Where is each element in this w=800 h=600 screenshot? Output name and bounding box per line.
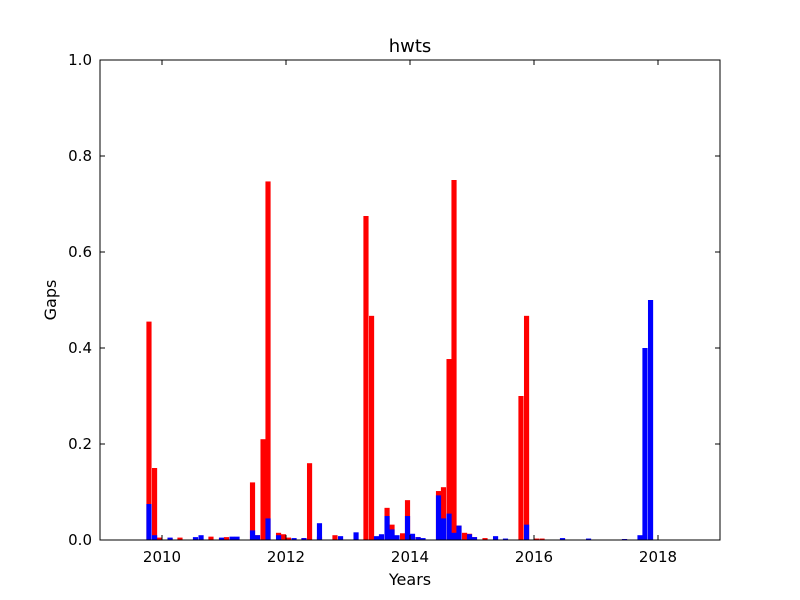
y-tick-label: 0.0	[68, 531, 92, 549]
bar-series-1	[254, 535, 261, 540]
bar-series-1	[471, 537, 478, 540]
y-tick-label: 1.0	[68, 51, 92, 69]
y-tick-label: 0.8	[68, 147, 92, 165]
bar-series-0	[440, 487, 447, 540]
bar-series-0	[223, 537, 230, 540]
bar-series-1	[378, 534, 385, 540]
bar-series-0	[399, 533, 406, 540]
bar-series-0	[539, 538, 545, 540]
bar-series-0	[260, 439, 266, 540]
bar-series-0	[151, 468, 158, 540]
bar-series-1	[265, 518, 271, 540]
bar-series-1	[585, 538, 592, 540]
bar-series-1	[642, 348, 648, 540]
x-tick-label: 2016	[515, 548, 553, 566]
bar-series-0	[523, 315, 530, 540]
bar-series-1	[275, 535, 282, 540]
bar-series-1	[249, 530, 256, 540]
bar-series-0	[280, 534, 287, 540]
bar-series-0	[156, 537, 163, 540]
bar-series-0	[249, 482, 256, 540]
y-tick-label: 0.2	[68, 435, 92, 453]
bar-series-1	[301, 538, 307, 540]
bar-series-1	[151, 535, 158, 540]
bar-series-1	[440, 518, 447, 540]
bar-series-1	[420, 538, 426, 540]
bar-series-1	[637, 535, 643, 540]
bar-series-1	[451, 532, 457, 540]
bar-series-1	[229, 536, 235, 540]
bar-series-1	[198, 535, 204, 540]
bar-series-1	[492, 536, 499, 540]
bar-series-0	[451, 180, 457, 540]
bar-series-1	[337, 536, 344, 540]
bar-series-1	[192, 537, 199, 540]
bar-series-0	[285, 537, 292, 540]
bar-series-1	[234, 536, 240, 540]
chart-title: hwts	[389, 36, 432, 57]
bar-series-1	[291, 538, 297, 540]
bar-series-1	[353, 532, 359, 540]
bar-series-0	[533, 538, 540, 540]
bar-series-1	[394, 535, 400, 540]
bar-series-1	[316, 523, 323, 540]
ticks-layer: 2010 2012 2014 2016 2018 0.0 0.2 0.4 0.6 0.8 1.0	[68, 51, 720, 566]
bar-series-1	[218, 537, 225, 540]
bar-series-1	[409, 533, 416, 540]
bar-series-1	[446, 513, 452, 540]
bar-series-0	[332, 535, 338, 540]
bar-series-0	[446, 359, 452, 540]
bar-series-0	[461, 532, 468, 540]
bar-series-0	[306, 463, 313, 540]
bar-series-1	[523, 524, 530, 540]
bars-layer	[146, 180, 654, 540]
bar-series-1	[384, 516, 390, 540]
bar-series-0	[368, 315, 375, 540]
y-tick-label: 0.4	[68, 339, 92, 357]
bar-series-1	[404, 516, 411, 540]
bar-series-1	[146, 504, 152, 540]
bar-series-0	[482, 538, 488, 540]
x-tick-label: 2010	[143, 548, 181, 566]
y-axis-label: Gaps	[41, 280, 60, 321]
bar-series-0	[146, 321, 152, 540]
bar-series-0	[208, 536, 214, 540]
bar-series-1	[373, 536, 380, 540]
bar-series-1	[456, 525, 462, 540]
x-axis-label: Years	[388, 570, 431, 589]
y-tick-label: 0.6	[68, 243, 92, 261]
bar-series-1	[502, 538, 509, 540]
bar-series-1	[559, 538, 566, 540]
x-tick-label: 2014	[391, 548, 429, 566]
bar-series-0	[518, 396, 524, 540]
bar-series-1	[435, 495, 442, 540]
bar-series-0	[265, 181, 271, 540]
bar-series-1	[466, 534, 473, 540]
x-tick-label: 2012	[267, 548, 305, 566]
bar-series-1	[415, 537, 421, 540]
bar-series-1	[167, 537, 173, 540]
bar-series-0	[177, 537, 183, 540]
bar-series-0	[363, 216, 369, 540]
bar-series-1	[647, 300, 654, 540]
plot-frame	[99, 59, 721, 541]
x-tick-label: 2018	[639, 548, 677, 566]
bar-series-1	[389, 529, 395, 540]
